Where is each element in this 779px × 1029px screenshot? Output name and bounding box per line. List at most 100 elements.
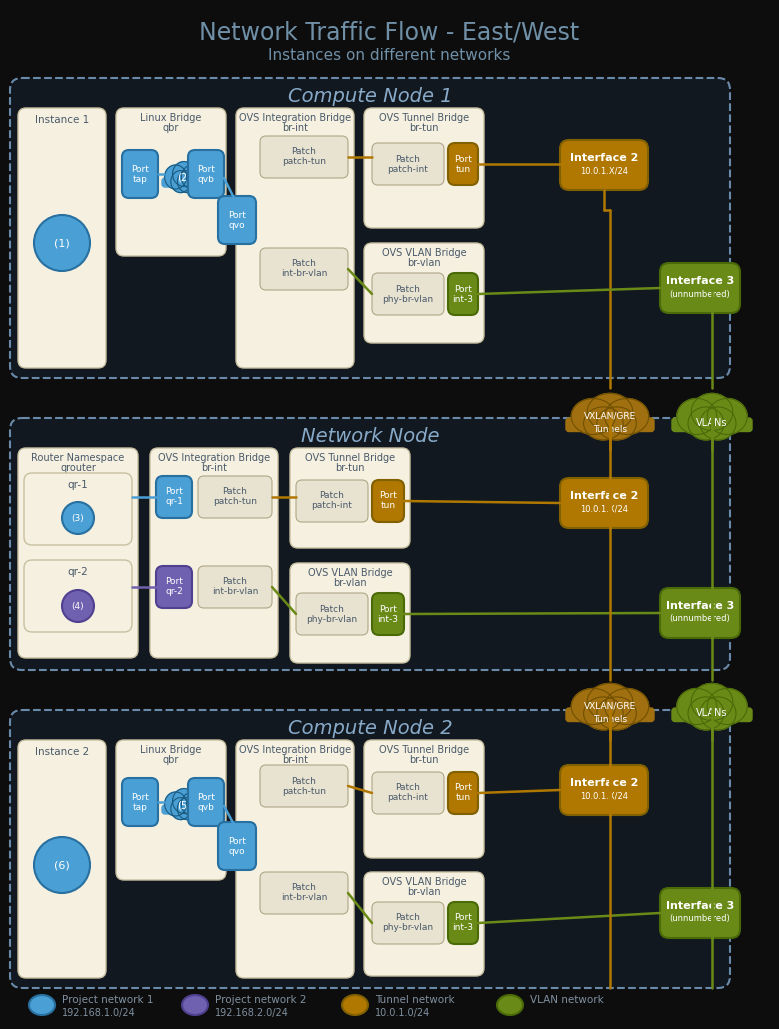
- Ellipse shape: [164, 165, 187, 189]
- Ellipse shape: [182, 995, 208, 1015]
- Text: Interface 2: Interface 2: [569, 778, 638, 788]
- Text: Router Namespace: Router Namespace: [31, 453, 125, 463]
- Ellipse shape: [677, 398, 717, 434]
- Text: OVS VLAN Bridge: OVS VLAN Bridge: [382, 248, 467, 258]
- FancyBboxPatch shape: [116, 740, 226, 880]
- Text: qbr: qbr: [163, 123, 179, 133]
- Ellipse shape: [497, 995, 523, 1015]
- Text: Linux Bridge: Linux Bridge: [140, 113, 202, 123]
- Ellipse shape: [182, 165, 203, 189]
- Text: patch-tun: patch-tun: [213, 497, 257, 506]
- FancyBboxPatch shape: [296, 480, 368, 522]
- FancyBboxPatch shape: [290, 448, 410, 548]
- FancyBboxPatch shape: [372, 902, 444, 944]
- Ellipse shape: [605, 688, 649, 724]
- Text: (4): (4): [72, 602, 84, 610]
- Text: br-tun: br-tun: [335, 463, 365, 473]
- FancyBboxPatch shape: [188, 778, 224, 826]
- Text: VXLAN/GRE: VXLAN/GRE: [584, 702, 636, 710]
- FancyBboxPatch shape: [448, 143, 478, 185]
- Text: patch-int: patch-int: [388, 165, 428, 174]
- Ellipse shape: [597, 406, 636, 440]
- FancyBboxPatch shape: [260, 765, 348, 807]
- Text: Project network 2: Project network 2: [215, 995, 306, 1005]
- FancyBboxPatch shape: [448, 273, 478, 315]
- Text: 10.0.1.X/24: 10.0.1.X/24: [580, 504, 628, 513]
- Text: Tunnels: Tunnels: [593, 715, 627, 724]
- Text: Compute Node 1: Compute Node 1: [287, 86, 453, 106]
- Text: Port: Port: [379, 492, 397, 500]
- Text: (unnumbered): (unnumbered): [670, 915, 731, 923]
- Ellipse shape: [583, 406, 623, 440]
- Text: (2): (2): [177, 173, 191, 183]
- Text: Port: Port: [197, 165, 215, 174]
- Text: VXLAN/GRE: VXLAN/GRE: [584, 412, 636, 421]
- Text: (5): (5): [177, 800, 191, 810]
- FancyBboxPatch shape: [10, 418, 730, 670]
- Text: patch-tun: patch-tun: [282, 157, 326, 167]
- FancyBboxPatch shape: [24, 560, 132, 632]
- Text: Port: Port: [454, 284, 472, 293]
- Text: phy-br-vlan: phy-br-vlan: [306, 614, 358, 624]
- FancyBboxPatch shape: [560, 765, 648, 815]
- Text: Interface 2: Interface 2: [569, 491, 638, 501]
- Text: br-int: br-int: [201, 463, 227, 473]
- FancyBboxPatch shape: [162, 805, 206, 814]
- FancyBboxPatch shape: [260, 248, 348, 290]
- Text: Interface 3: Interface 3: [666, 901, 734, 911]
- Ellipse shape: [691, 683, 733, 720]
- Text: int-3: int-3: [453, 294, 474, 304]
- Text: Instance 2: Instance 2: [35, 747, 89, 757]
- Text: qvb: qvb: [198, 175, 214, 183]
- Text: Patch: Patch: [396, 783, 421, 792]
- FancyBboxPatch shape: [660, 588, 740, 638]
- Text: Patch: Patch: [291, 259, 316, 269]
- FancyBboxPatch shape: [372, 143, 444, 185]
- Text: OVS Integration Bridge: OVS Integration Bridge: [158, 453, 270, 463]
- FancyBboxPatch shape: [156, 476, 192, 518]
- Text: br-vlan: br-vlan: [333, 578, 367, 588]
- FancyBboxPatch shape: [372, 273, 444, 315]
- Text: phy-br-vlan: phy-br-vlan: [382, 923, 434, 932]
- Text: OVS Integration Bridge: OVS Integration Bridge: [239, 745, 351, 755]
- Text: Port: Port: [165, 577, 183, 587]
- FancyBboxPatch shape: [122, 150, 158, 198]
- Text: (1): (1): [54, 238, 70, 248]
- FancyBboxPatch shape: [372, 593, 404, 635]
- Text: tun: tun: [456, 165, 471, 174]
- Text: Instance 1: Instance 1: [35, 115, 89, 125]
- Text: Port: Port: [454, 783, 472, 792]
- Text: Patch: Patch: [223, 577, 248, 587]
- FancyBboxPatch shape: [364, 243, 484, 343]
- Text: Port: Port: [197, 792, 215, 802]
- Ellipse shape: [707, 688, 747, 724]
- Text: OVS VLAN Bridge: OVS VLAN Bridge: [308, 568, 393, 578]
- FancyBboxPatch shape: [364, 108, 484, 228]
- FancyBboxPatch shape: [560, 478, 648, 528]
- FancyBboxPatch shape: [150, 448, 278, 658]
- Text: Interface 3: Interface 3: [666, 276, 734, 286]
- Ellipse shape: [62, 502, 94, 534]
- Text: tap: tap: [132, 175, 147, 183]
- FancyBboxPatch shape: [156, 566, 192, 608]
- Text: VLAN network: VLAN network: [530, 995, 604, 1005]
- Text: Port: Port: [454, 154, 472, 164]
- FancyBboxPatch shape: [260, 872, 348, 914]
- Ellipse shape: [587, 683, 633, 720]
- FancyBboxPatch shape: [236, 740, 354, 978]
- FancyBboxPatch shape: [188, 150, 224, 198]
- Text: Port: Port: [228, 837, 246, 846]
- Ellipse shape: [178, 171, 197, 192]
- FancyBboxPatch shape: [18, 740, 106, 978]
- Text: Patch: Patch: [223, 488, 248, 497]
- Ellipse shape: [62, 590, 94, 622]
- Text: Compute Node 2: Compute Node 2: [287, 718, 453, 738]
- Text: 192.168.1.0/24: 192.168.1.0/24: [62, 1008, 136, 1018]
- Text: Port: Port: [131, 792, 149, 802]
- Text: br-vlan: br-vlan: [407, 258, 441, 268]
- Text: Tunnels: Tunnels: [593, 426, 627, 434]
- Text: int-3: int-3: [378, 614, 399, 624]
- Text: qvo: qvo: [229, 847, 245, 855]
- Ellipse shape: [29, 995, 55, 1015]
- Ellipse shape: [688, 406, 724, 440]
